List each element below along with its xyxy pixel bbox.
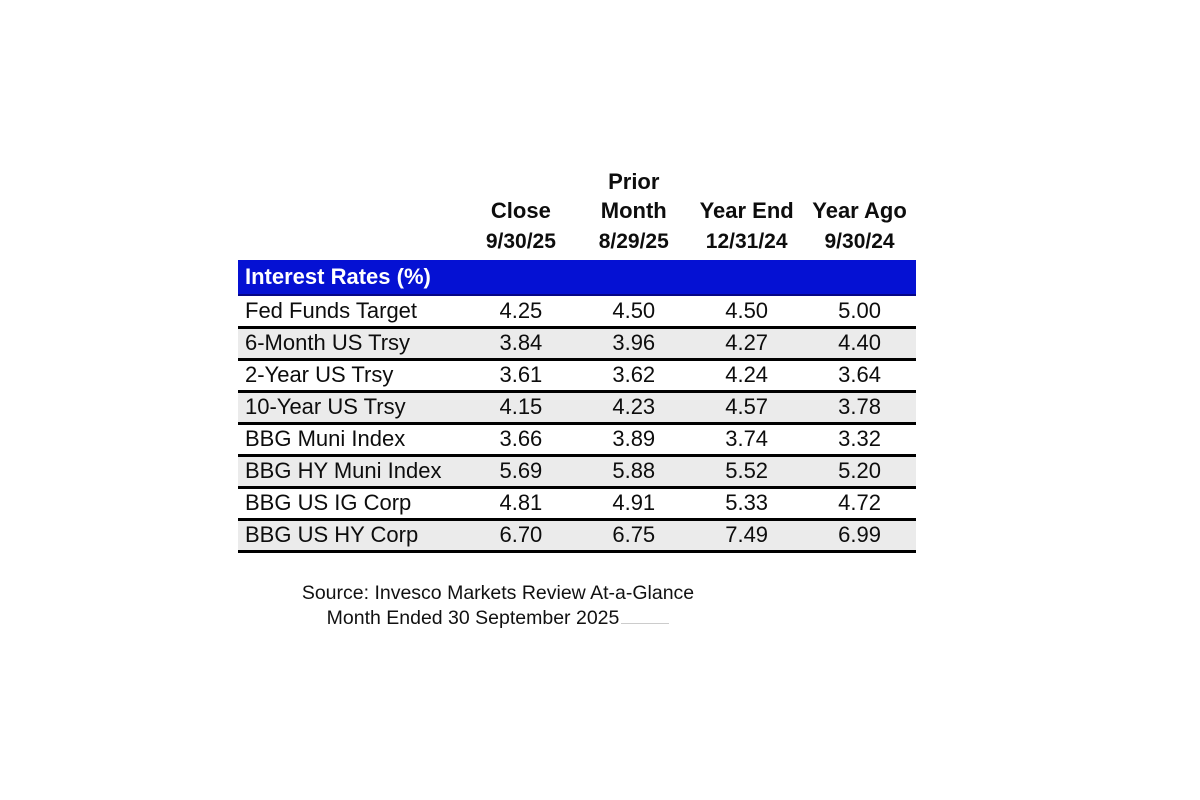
section-title: Interest Rates (%): [238, 260, 916, 296]
column-header-prior: Prior: [577, 162, 691, 194]
cell-value: 3.61: [464, 359, 578, 393]
row-label: BBG US HY Corp: [238, 519, 465, 553]
spacer-cell: [803, 162, 916, 194]
cell-value: 4.50: [690, 295, 804, 329]
table-row-2-year-us-trsy: 2-Year US Trsy 3.61 3.62 4.24 3.64: [238, 359, 916, 393]
cell-value: 3.78: [803, 391, 916, 425]
cell-value: 7.49: [690, 519, 804, 553]
spacer-cell: [238, 162, 465, 194]
header-row-dates: 9/30/25 8/29/25 12/31/24 9/30/24: [238, 224, 916, 260]
cell-value: 3.64: [803, 359, 916, 393]
cell-value: 5.00: [803, 295, 916, 329]
cell-value: 5.33: [690, 487, 804, 521]
table-row-bbg-us-ig-corp: BBG US IG Corp 4.81 4.91 5.33 4.72: [238, 487, 916, 521]
column-header-close: Close: [464, 194, 578, 224]
cell-value: 3.62: [577, 359, 691, 393]
cell-value: 5.69: [464, 455, 578, 489]
column-date-year-end: 12/31/24: [690, 224, 804, 260]
table-row-10-year-us-trsy: 10-Year US Trsy 4.15 4.23 4.57 3.78: [238, 391, 916, 425]
table-row-bbg-muni-index: BBG Muni Index 3.66 3.89 3.74 3.32: [238, 423, 916, 457]
cell-value: 4.81: [464, 487, 578, 521]
cell-value: 4.91: [577, 487, 691, 521]
header-row-top: Prior: [238, 162, 916, 194]
cell-value: 5.52: [690, 455, 804, 489]
table-row-6-month-us-trsy: 6-Month US Trsy 3.84 3.96 4.27 4.40: [238, 327, 916, 361]
period-line: Month Ended 30 September 2025: [248, 606, 748, 631]
spacer-cell: [690, 162, 804, 194]
table-row-fed-funds-target: Fed Funds Target 4.25 4.50 4.50 5.00: [238, 295, 916, 329]
cell-value: 5.20: [803, 455, 916, 489]
table-row-bbg-hy-muni-index: BBG HY Muni Index 5.69 5.88 5.52 5.20: [238, 455, 916, 489]
row-label: 6-Month US Trsy: [238, 327, 465, 361]
cell-value: 4.57: [690, 391, 804, 425]
row-label: Fed Funds Target: [238, 295, 465, 329]
cell-value: 4.24: [690, 359, 804, 393]
cell-value: 3.32: [803, 423, 916, 457]
spacer-cell: [238, 194, 465, 224]
row-label: BBG US IG Corp: [238, 487, 465, 521]
column-header-month: Month: [577, 194, 691, 224]
cell-value: 3.84: [464, 327, 578, 361]
cell-value: 3.89: [577, 423, 691, 457]
spacer-cell: [238, 224, 465, 260]
column-header-year-ago: Year Ago: [803, 194, 916, 224]
cell-value: 4.27: [690, 327, 804, 361]
cell-value: 3.74: [690, 423, 804, 457]
cell-value: 6.75: [577, 519, 691, 553]
cell-value: 6.70: [464, 519, 578, 553]
row-label: 2-Year US Trsy: [238, 359, 465, 393]
underline-rule: [621, 620, 670, 624]
cell-value: 6.99: [803, 519, 916, 553]
table-row-bbg-us-hy-corp: BBG US HY Corp 6.70 6.75 7.49 6.99: [238, 519, 916, 553]
cell-value: 3.66: [464, 423, 578, 457]
table-footer: Source: Invesco Markets Review At-a-Glan…: [248, 581, 748, 631]
row-label: BBG Muni Index: [238, 423, 465, 457]
cell-value: 4.50: [577, 295, 691, 329]
column-header-year-end: Year End: [690, 194, 804, 224]
interest-rates-table: Prior Close Month Year End Year Ago 9/30…: [238, 162, 916, 553]
cell-value: 4.23: [577, 391, 691, 425]
column-date-month: 8/29/25: [577, 224, 691, 260]
column-date-year-ago: 9/30/24: [803, 224, 916, 260]
cell-value: 4.25: [464, 295, 578, 329]
cell-value: 4.72: [803, 487, 916, 521]
period-text: Month Ended 30 September 2025: [326, 607, 620, 629]
column-date-close: 9/30/25: [464, 224, 578, 260]
cell-value: 3.96: [577, 327, 691, 361]
row-label: BBG HY Muni Index: [238, 455, 465, 489]
source-line: Source: Invesco Markets Review At-a-Glan…: [301, 582, 695, 604]
section-header-row: Interest Rates (%): [238, 260, 916, 296]
header-row-labels: Close Month Year End Year Ago: [238, 194, 916, 224]
cell-value: 5.88: [577, 455, 691, 489]
spacer-cell: [464, 162, 578, 194]
row-label: 10-Year US Trsy: [238, 391, 465, 425]
rates-data-table: Prior Close Month Year End Year Ago 9/30…: [238, 162, 916, 553]
cell-value: 4.15: [464, 391, 578, 425]
cell-value: 4.40: [803, 327, 916, 361]
